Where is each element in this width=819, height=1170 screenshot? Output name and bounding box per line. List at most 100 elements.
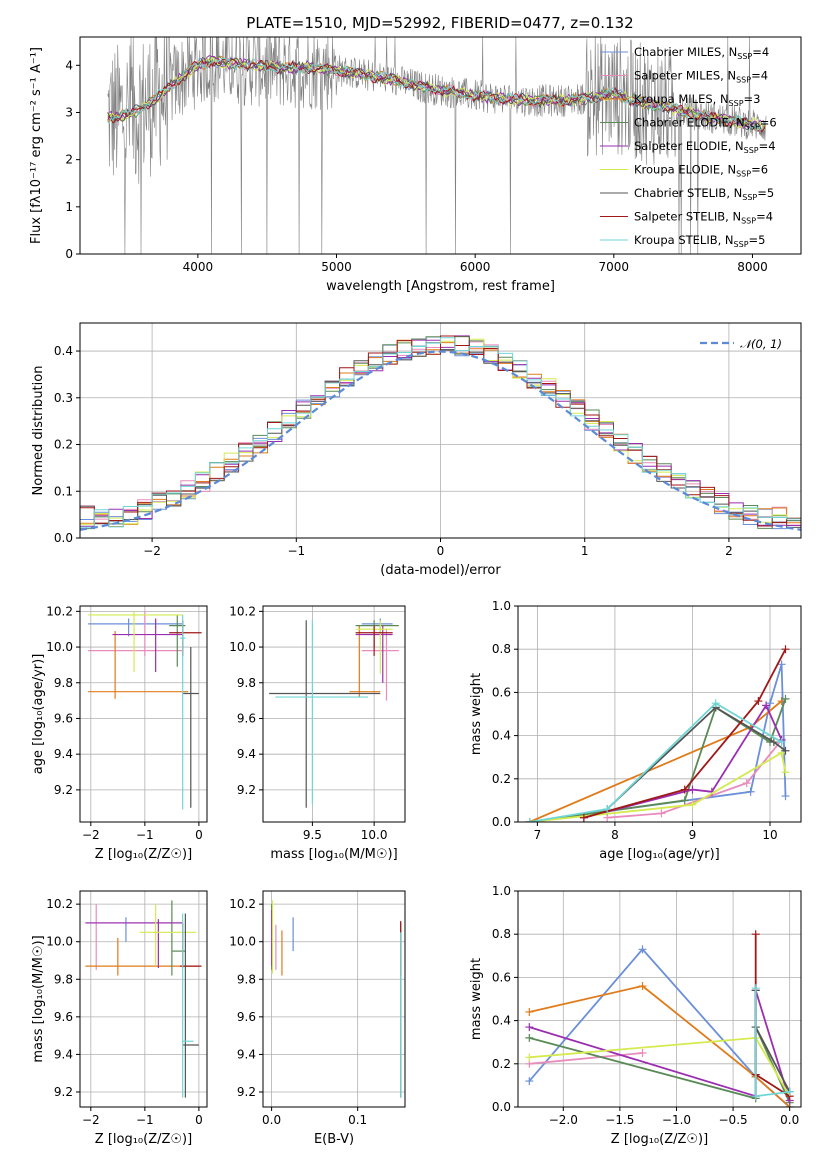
- y-tick-label: 9.6: [237, 1010, 256, 1024]
- y-tick-label: 3: [65, 105, 73, 119]
- x-tick-label: 0.0: [780, 1113, 799, 1127]
- age_vs_mass-frame: [262, 605, 406, 823]
- weight-marker: [781, 645, 790, 654]
- y-tick-label: 9.8: [54, 972, 73, 986]
- weight-marker: [781, 746, 790, 755]
- y-tick-label: 10.0: [229, 640, 256, 654]
- weight-marker: [525, 1053, 534, 1062]
- y-tick-label: 0.6: [492, 970, 511, 984]
- x-tick-label: 7000: [599, 260, 630, 274]
- y-tick-label: 9.2: [237, 1085, 256, 1099]
- y-tick-label: 0.0: [492, 815, 511, 829]
- y-tick-label: 10.0: [46, 935, 73, 949]
- y-tick-label: 9.2: [54, 783, 73, 797]
- mass_vs_ebv-frame: [262, 890, 406, 1108]
- weight_vs_Z-panel: −2.0 −1.5 −1.0 −0.5 0.0 0.0 0.2 0.4 0.6 0.8 1.0 Z […: [469, 884, 802, 1147]
- y-tick-label: 9.8: [54, 676, 73, 690]
- y-tick-label: 9.4: [54, 1047, 73, 1061]
- normal-curve: [80, 350, 801, 531]
- age_vs_mass-marks: [269, 618, 399, 808]
- weight-marker: [769, 738, 778, 747]
- mass_vs_ebv-marks: [271, 900, 402, 1098]
- x-tick-label: −0.5: [719, 1113, 748, 1127]
- weight-marker: [603, 805, 612, 814]
- weight-line-4: [529, 698, 787, 822]
- y-tick-label: 10.0: [229, 935, 256, 949]
- x-tick-label: 6000: [460, 260, 491, 274]
- y-tick-label: 10.2: [46, 604, 73, 618]
- x-tick-label: 0.0: [262, 1113, 281, 1127]
- x-tick-label: −2: [143, 544, 161, 558]
- y-axis-label: Normed distribution: [31, 366, 46, 496]
- weight-marker: [781, 792, 790, 801]
- mass_vs_Z-panel: −2 −1 0 9.2 9.4 9.6 9.8 10.0 10.2 Z [log₁₀(Z/Z☉)]…: [31, 890, 208, 1147]
- x-tick-label: 10.0: [361, 828, 388, 842]
- y-tick-label: 9.4: [237, 747, 256, 761]
- histogram-step-8: [80, 335, 801, 527]
- y-tick-label: 0: [65, 247, 73, 261]
- x-tick-label: −2: [82, 828, 100, 842]
- x-tick-label: −2: [82, 1113, 100, 1127]
- age_vs_mass-panel: 9.5 10.0 9.2 9.4 9.6 9.8 10.0 10.2 mass [log₁₀(M…: [229, 604, 406, 862]
- weight-marker: [525, 1023, 534, 1032]
- mass_vs_Z-marks: [85, 900, 202, 1098]
- y-axis-label: mass weight: [469, 958, 484, 1040]
- weight-line-7: [606, 706, 787, 810]
- x-tick-label: 0: [195, 1113, 203, 1127]
- y-axis-label: mass [log₁₀(M/M☉)]: [31, 935, 46, 1062]
- figure-title: PLATE=1510, MJD=52992, FIBERID=0477, z=0…: [246, 14, 633, 32]
- y-tick-label: 4: [65, 58, 73, 72]
- spectrum-frame: [79, 36, 802, 255]
- x-tick-label: 9.5: [303, 828, 322, 842]
- legend-entry: Kroupa STELIB, NSSP=5: [634, 233, 765, 249]
- weight-marker: [688, 800, 697, 809]
- weight-marker: [711, 699, 720, 708]
- weight-marker: [754, 697, 763, 706]
- legend-entry: Salpeter MILES, NSSP=4: [634, 69, 768, 85]
- weight-marker: [579, 813, 588, 822]
- y-tick-label: 0.8: [492, 927, 511, 941]
- weight-line-9: [529, 702, 783, 822]
- weight-line-6: [529, 751, 787, 822]
- x-tick-label: 10: [762, 828, 777, 842]
- weight_vs_age-marks: [525, 645, 790, 822]
- x-tick-label: −1.0: [662, 1113, 691, 1127]
- age_vs_Z-frame: [79, 605, 208, 823]
- x-tick-label: 4000: [183, 260, 214, 274]
- y-tick-label: 2: [65, 153, 73, 167]
- x-axis-label: mass [log₁₀(M/M☉)]: [270, 847, 397, 862]
- x-tick-label: 0: [195, 828, 203, 842]
- y-tick-label: 10.2: [229, 897, 256, 911]
- x-tick-label: 0.1: [348, 1113, 367, 1127]
- x-axis-label: Z [log₁₀(Z/Z☉)]: [611, 1132, 708, 1147]
- x-tick-label: 8: [611, 828, 619, 842]
- y-tick-label: 9.6: [54, 711, 73, 725]
- x-tick-label: −1: [287, 544, 305, 558]
- legend-entry: Kroupa ELODIE, NSSP=6: [634, 163, 768, 179]
- weight-marker: [751, 984, 760, 993]
- residuals-marks: [80, 335, 801, 531]
- weight_vs_Z-frame: [517, 890, 802, 1108]
- legend-entry: Chabrier ELODIE, NSSP=6: [634, 116, 777, 132]
- weight-marker: [657, 809, 666, 818]
- y-axis-label: age [log₁₀(age/yr)]: [31, 654, 46, 775]
- legend-entry: 𝒩(0, 1): [740, 337, 782, 351]
- y-tick-label: 9.2: [237, 783, 256, 797]
- weight_vs_age-frame: [517, 605, 802, 823]
- y-tick-label: 10.2: [46, 897, 73, 911]
- y-tick-label: 9.6: [237, 711, 256, 725]
- x-axis-label: Z [log₁₀(Z/Z☉)]: [95, 1132, 192, 1147]
- y-tick-label: 10.0: [46, 640, 73, 654]
- y-tick-label: 9.8: [237, 676, 256, 690]
- x-tick-label: −1: [136, 828, 154, 842]
- weight-marker: [777, 660, 786, 669]
- weight-marker: [680, 785, 689, 794]
- weight-marker: [746, 787, 755, 796]
- model-line-9: [107, 57, 766, 133]
- weight-marker: [525, 818, 534, 822]
- y-tick-label: 0.2: [54, 438, 73, 452]
- spectrum-panel: 4000 5000 6000 7000 8000 0 1 2 3 4 wavelength [Ang…: [29, 36, 802, 294]
- y-tick-label: 10.2: [229, 604, 256, 618]
- weight_vs_Z-marks: [525, 930, 794, 1107]
- y-tick-label: 0.4: [492, 729, 511, 743]
